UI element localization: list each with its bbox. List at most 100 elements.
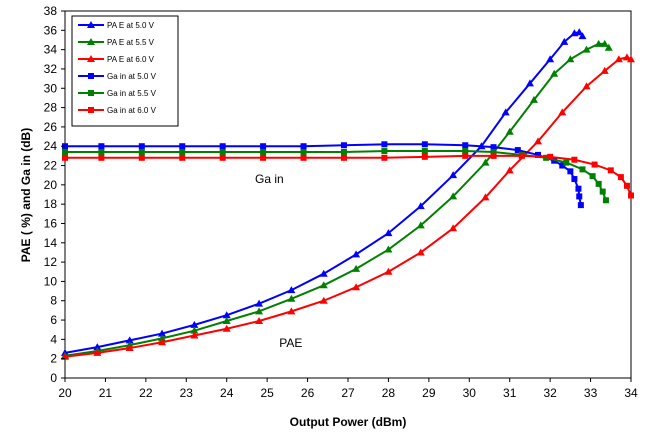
data-point bbox=[93, 348, 102, 356]
data-point bbox=[384, 267, 393, 275]
data-point bbox=[190, 326, 199, 334]
data-point bbox=[567, 168, 574, 175]
y-tick-label: 36 bbox=[44, 23, 58, 37]
data-point bbox=[138, 149, 145, 156]
x-tick-label: 26 bbox=[301, 386, 315, 400]
data-point bbox=[158, 338, 167, 346]
y-tick-label: 6 bbox=[50, 313, 57, 327]
x-axis-ticks: 20 21 22 23 24 25 26 27 28 29 30 31 32 33 34 bbox=[58, 378, 638, 400]
y-tick-label: 14 bbox=[44, 236, 58, 250]
data-point bbox=[599, 188, 606, 195]
legend-marker bbox=[88, 107, 94, 113]
data-point bbox=[381, 154, 388, 161]
data-point bbox=[287, 286, 296, 294]
legend: PA E at 5.0 V PA E at 5.5 V PA E at 6.0 V G… bbox=[71, 15, 179, 127]
data-point bbox=[421, 141, 428, 148]
series-layer bbox=[61, 28, 635, 360]
data-point bbox=[547, 153, 554, 160]
data-point bbox=[579, 166, 586, 173]
data-point bbox=[125, 336, 134, 344]
data-point bbox=[93, 343, 102, 351]
data-point bbox=[381, 141, 388, 148]
data-point bbox=[416, 202, 425, 210]
data-point bbox=[190, 320, 199, 328]
series-line bbox=[64, 56, 632, 358]
data-point bbox=[158, 334, 167, 342]
data-point bbox=[490, 152, 497, 159]
data-point bbox=[558, 108, 567, 116]
x-tick-label: 33 bbox=[584, 386, 598, 400]
data-point bbox=[623, 182, 630, 189]
data-point bbox=[543, 154, 550, 161]
x-tick-label: 22 bbox=[139, 386, 153, 400]
data-point bbox=[300, 154, 307, 161]
data-point bbox=[481, 158, 490, 166]
legend-label: Ga in at 5.0 V bbox=[107, 72, 157, 81]
y-tick-label: 12 bbox=[44, 255, 58, 269]
y-axis-title: PAE ( %) and Ga in (dB) bbox=[19, 128, 33, 262]
data-point bbox=[514, 147, 521, 154]
data-point bbox=[591, 161, 598, 168]
y-tick-label: 0 bbox=[50, 371, 57, 385]
y-tick-label: 16 bbox=[44, 216, 58, 230]
x-tick-label: 31 bbox=[503, 386, 517, 400]
data-point bbox=[462, 152, 469, 159]
data-point bbox=[319, 296, 328, 304]
y-tick-label: 4 bbox=[50, 332, 57, 346]
x-tick-label: 20 bbox=[58, 386, 72, 400]
data-point bbox=[319, 281, 328, 289]
data-point bbox=[352, 250, 361, 258]
legend-label: PA E at 5.5 V bbox=[107, 38, 155, 47]
data-point bbox=[125, 344, 134, 352]
data-point bbox=[222, 317, 231, 325]
data-point bbox=[381, 148, 388, 155]
data-point bbox=[416, 248, 425, 256]
y-tick-label: 8 bbox=[50, 294, 57, 308]
annotations: Ga in PAE bbox=[255, 172, 302, 350]
y-tick-label: 32 bbox=[44, 62, 58, 76]
data-point bbox=[559, 162, 566, 169]
data-point bbox=[255, 299, 264, 307]
data-point bbox=[614, 55, 623, 63]
data-point bbox=[260, 149, 267, 156]
data-point bbox=[352, 264, 361, 272]
x-tick-label: 25 bbox=[260, 386, 274, 400]
x-axis-title: Output Power (dBm) bbox=[290, 415, 407, 429]
data-point bbox=[340, 149, 347, 156]
legend-label: Ga in at 6.0 V bbox=[107, 106, 157, 115]
data-point bbox=[560, 37, 569, 45]
legend-marker bbox=[87, 21, 95, 28]
data-point bbox=[98, 154, 105, 161]
data-point bbox=[622, 53, 631, 61]
annotation-label: PAE bbox=[279, 336, 302, 350]
data-point bbox=[563, 159, 570, 166]
x-tick-label: 23 bbox=[180, 386, 194, 400]
x-tick-label: 21 bbox=[99, 386, 113, 400]
data-point bbox=[501, 108, 510, 116]
data-point bbox=[222, 311, 231, 319]
data-point bbox=[546, 55, 555, 63]
data-point bbox=[384, 229, 393, 237]
data-point bbox=[352, 283, 361, 291]
data-point bbox=[582, 45, 591, 53]
data-point bbox=[62, 154, 68, 161]
data-point bbox=[179, 154, 186, 161]
data-point bbox=[219, 154, 226, 161]
data-point bbox=[575, 28, 584, 36]
data-point bbox=[576, 193, 583, 200]
data-point bbox=[607, 167, 614, 174]
data-point bbox=[462, 148, 469, 155]
data-point bbox=[158, 329, 167, 337]
data-point bbox=[627, 55, 635, 63]
data-point bbox=[255, 317, 264, 325]
y-tick-label: 38 bbox=[44, 4, 58, 18]
data-point bbox=[219, 143, 226, 150]
data-point bbox=[604, 43, 613, 51]
data-point bbox=[534, 137, 543, 145]
data-point bbox=[449, 224, 458, 232]
data-point bbox=[61, 352, 69, 360]
data-point bbox=[589, 173, 596, 180]
data-point bbox=[449, 171, 458, 179]
data-point bbox=[416, 221, 425, 229]
